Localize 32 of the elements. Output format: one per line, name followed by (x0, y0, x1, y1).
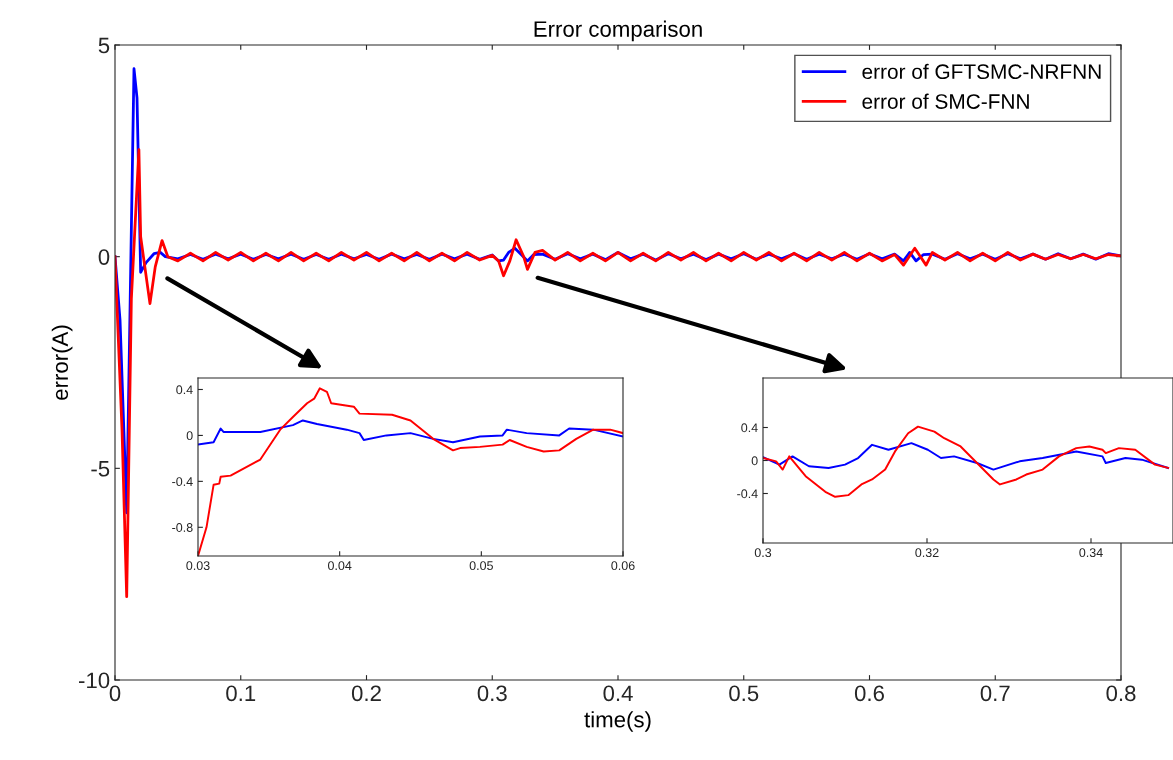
x-tick-label: 0.34 (1079, 548, 1103, 558)
x-tick-label: 0.1 (226, 685, 256, 702)
legend-label: error of GFTSMC-NRFNN (862, 63, 1101, 80)
x-tick-label: 0.4 (603, 685, 633, 702)
y-tick-label: -10 (79, 672, 110, 689)
legend-label: error of SMC-FNN (862, 93, 1029, 109)
y-tick-label: -0.4 (737, 489, 758, 499)
y-axis-title: error(A) (51, 325, 73, 400)
x-tick-label: 0.05 (469, 561, 493, 571)
x-tick-label: 0.7 (980, 685, 1010, 702)
x-tick-label: 0.2 (351, 685, 381, 702)
x-tick-label: 0.32 (915, 548, 939, 558)
y-tick-label: 0.4 (741, 423, 758, 433)
x-tick-label: 0.03 (186, 561, 210, 571)
y-tick-label: -0.8 (172, 523, 193, 532)
x-tick-label: 0.6 (854, 685, 884, 702)
y-tick-label: 0 (186, 431, 193, 441)
x-tick-label: 0 (109, 685, 121, 702)
x-tick-label: 0.04 (327, 561, 352, 571)
x-tick-label: 0.3 (477, 685, 507, 702)
y-tick-label: -5 (91, 461, 110, 477)
x-tick-label: 0.5 (729, 685, 759, 702)
chart-title: Error comparison (534, 20, 702, 42)
x-tick-label: 0.8 (1106, 685, 1136, 702)
y-tick-label: 5 (98, 37, 110, 54)
y-tick-label: 0.4 (176, 385, 193, 395)
y-tick-label: 0 (751, 456, 758, 466)
y-tick-label: -0.4 (172, 477, 193, 487)
x-tick-label: 0.06 (611, 561, 635, 571)
x-tick-label: 0.3 (754, 548, 772, 558)
x-axis-title: time(s) (584, 711, 651, 732)
y-tick-label: 0 (98, 249, 110, 265)
